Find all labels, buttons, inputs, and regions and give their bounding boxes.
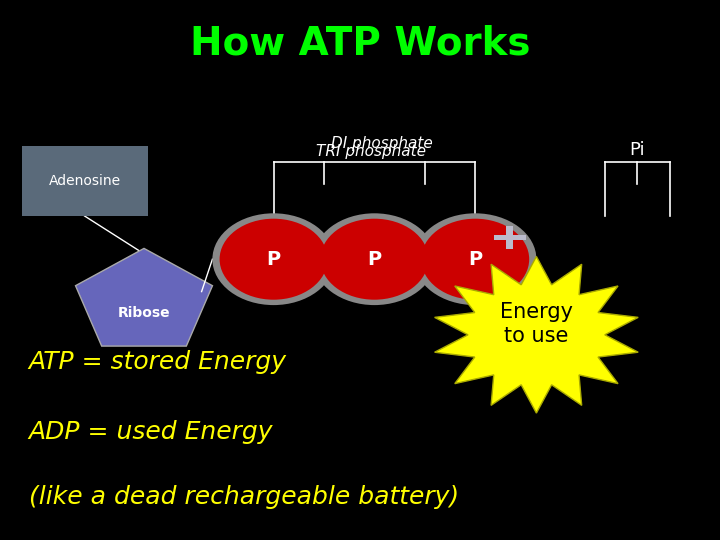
Circle shape [313, 213, 436, 305]
Text: P: P [266, 249, 281, 269]
FancyBboxPatch shape [494, 235, 526, 240]
Text: DI phosphate: DI phosphate [330, 136, 433, 151]
Circle shape [414, 213, 536, 305]
Text: ADP = used Energy: ADP = used Energy [29, 420, 274, 444]
Text: Energy
to use: Energy to use [500, 302, 573, 346]
Text: Ribose: Ribose [117, 306, 171, 320]
FancyBboxPatch shape [506, 226, 513, 249]
Text: TRI phosphate: TRI phosphate [316, 144, 426, 159]
Circle shape [421, 219, 529, 300]
Text: How ATP Works: How ATP Works [190, 24, 530, 62]
Circle shape [212, 213, 335, 305]
Text: ATP = stored Energy: ATP = stored Energy [29, 350, 287, 374]
Text: P: P [468, 249, 482, 269]
Circle shape [320, 219, 428, 300]
Text: Adenosine: Adenosine [48, 174, 121, 188]
Polygon shape [76, 248, 212, 346]
Text: (like a dead rechargeable battery): (like a dead rechargeable battery) [29, 485, 459, 509]
FancyBboxPatch shape [22, 146, 148, 216]
Text: Pi: Pi [629, 141, 645, 159]
Text: P: P [367, 249, 382, 269]
Circle shape [220, 219, 328, 300]
Polygon shape [435, 256, 638, 413]
